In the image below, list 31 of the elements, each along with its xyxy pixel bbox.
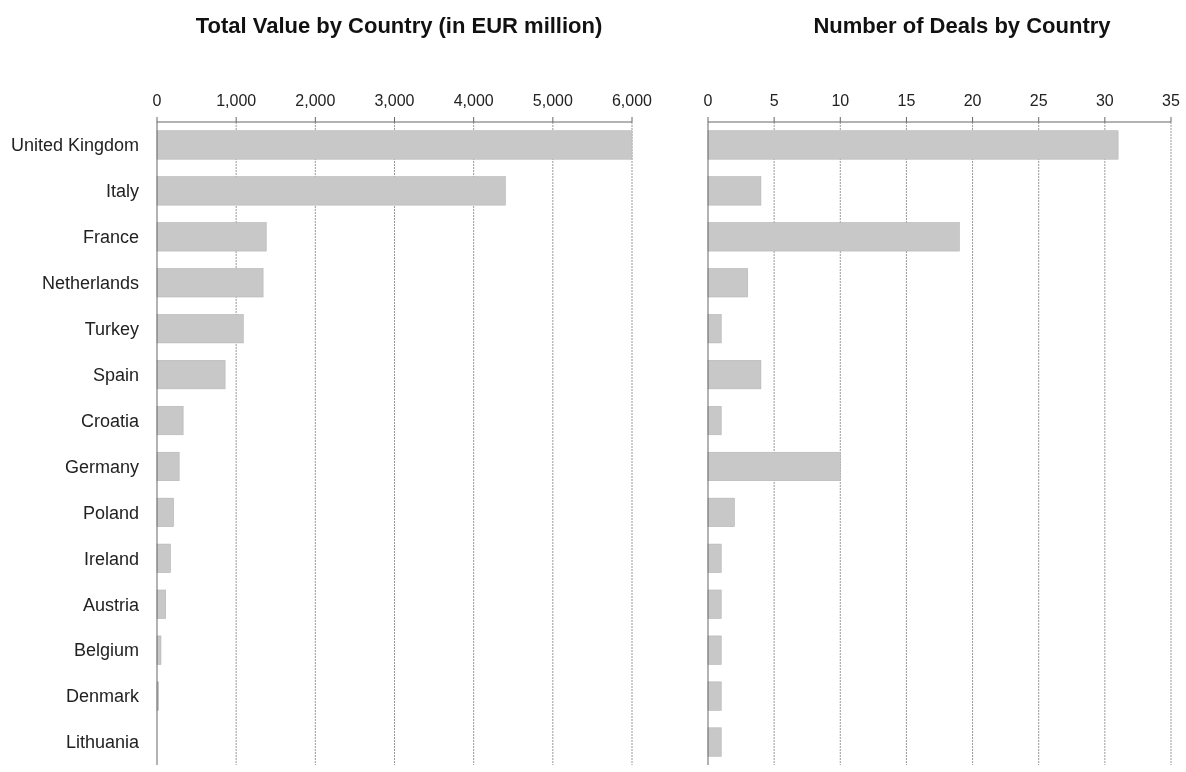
- y-tick-label: Netherlands: [41, 273, 139, 294]
- x-tick-label: 15: [897, 92, 916, 109]
- y-tick-label: Denmark: [65, 686, 140, 707]
- y-tick-label: France: [82, 227, 139, 248]
- x-tick-label: 5,000: [532, 92, 573, 109]
- y-tick-label: Austria: [82, 594, 140, 615]
- x-tick-label: 0: [152, 92, 162, 109]
- y-tick-label: Croatia: [80, 410, 140, 431]
- x-tick-label: 30: [1095, 92, 1114, 109]
- x-tick-label: 25: [1029, 92, 1048, 109]
- x-tick-label: 2,000: [295, 92, 336, 109]
- x-tick-label: 10: [831, 92, 850, 109]
- x-tick-label: 4,000: [453, 92, 494, 109]
- x-tick-label: 5: [769, 92, 779, 109]
- y-tick-label: Belgium: [73, 640, 139, 661]
- x-tick-label: 3,000: [374, 92, 415, 109]
- y-tick-label: Spain: [92, 364, 139, 385]
- y-tick-label: Ireland: [83, 548, 139, 569]
- x-tick-label: 0: [703, 92, 713, 109]
- chart-title: Total Value by Country (in EUR million): [195, 13, 603, 38]
- y-tick-label: United Kingdom: [10, 135, 139, 156]
- x-tick-label: 35: [1162, 92, 1180, 109]
- y-tick-label: Poland: [82, 502, 139, 523]
- y-tick-label: Turkey: [84, 318, 139, 339]
- x-tick-label: 6,000: [611, 92, 653, 109]
- chart-title: Number of Deals by Country: [813, 13, 1112, 38]
- y-tick-label: Italy: [105, 181, 139, 202]
- y-tick-label: Lithuania: [65, 732, 140, 753]
- x-tick-label: 1,000: [216, 92, 257, 109]
- x-tick-label: 20: [963, 92, 982, 109]
- y-tick-label: Germany: [64, 456, 139, 477]
